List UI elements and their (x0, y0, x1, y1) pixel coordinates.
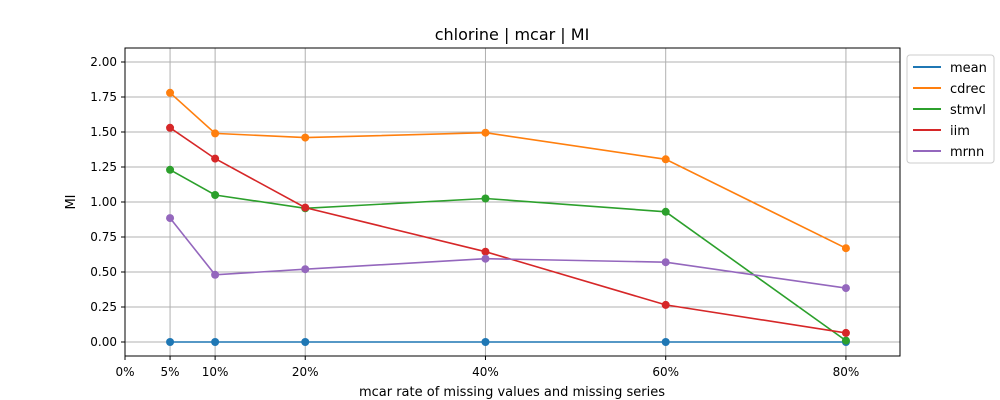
x-tick-label: 0% (115, 365, 134, 379)
data-point-cdrec (166, 88, 175, 97)
series-lines (166, 88, 850, 346)
data-point-mean (661, 338, 670, 346)
data-point-stmvl (841, 336, 850, 345)
data-point-iim (481, 247, 490, 256)
y-tick-label: 0.50 (90, 265, 117, 279)
x-tick-label: 60% (652, 365, 679, 379)
data-point-stmvl (481, 194, 490, 203)
data-point-cdrec (301, 133, 310, 142)
x-tick-label: 40% (472, 365, 499, 379)
y-tick-label: 1.75 (90, 90, 117, 104)
grid-lines (124, 48, 900, 356)
data-point-stmvl (166, 165, 175, 174)
data-point-mrnn (166, 214, 175, 223)
y-tick-label: 0.00 (90, 335, 117, 349)
y-tick-label: 1.50 (90, 125, 117, 139)
x-axis-ticks: 0% 5% 10% 20% 40% 60% 80% (115, 356, 859, 379)
x-axis-title: mcar rate of missing values and missing … (359, 385, 665, 400)
data-point-iim (166, 123, 175, 132)
data-point-iim (301, 203, 310, 212)
legend-label-stmvl: stmvl (950, 103, 986, 118)
series-mean (166, 338, 850, 346)
data-point-iim (211, 154, 220, 163)
legend-box (906, 54, 995, 164)
chart-title: chlorine | mcar | MI (435, 25, 590, 44)
legend-label-mrnn: mrnn (950, 145, 984, 160)
x-tick-label: 20% (292, 365, 319, 379)
y-tick-label: 0.25 (90, 300, 117, 314)
data-point-mrnn (211, 270, 220, 279)
data-point-mrnn (661, 258, 670, 267)
data-point-iim (661, 300, 670, 309)
data-point-mean (166, 338, 175, 346)
legend: mean cdrec stmvl iim mrnn (906, 54, 995, 164)
data-point-mean (211, 338, 220, 346)
series-iim (166, 123, 850, 337)
x-tick-label: 10% (202, 365, 229, 379)
data-point-mean (481, 338, 490, 346)
y-axis-ticks: 0.00 0.25 0.50 0.75 1.00 1.25 1.50 1.75 2.00 (90, 55, 125, 349)
y-axis-title: MI (64, 194, 79, 209)
series-mrnn (166, 214, 850, 293)
y-tick-label: 1.25 (90, 160, 117, 174)
x-tick-label: 80% (833, 365, 860, 379)
series-line-mrnn (169, 217, 847, 289)
data-point-cdrec (661, 155, 670, 164)
legend-label-iim: iim (950, 124, 970, 139)
data-point-stmvl (211, 191, 220, 199)
series-line-stmvl (169, 169, 847, 342)
series-stmvl (166, 165, 850, 345)
data-point-mean (301, 338, 310, 346)
data-point-mrnn (481, 254, 490, 263)
series-cdrec (166, 88, 850, 253)
series-line-cdrec (169, 92, 847, 249)
data-point-stmvl (661, 207, 670, 216)
legend-label-cdrec: cdrec (950, 82, 986, 97)
data-point-iim (841, 328, 850, 337)
y-tick-label: 1.00 (90, 195, 117, 209)
y-tick-label: 0.75 (90, 230, 117, 244)
data-point-cdrec (481, 128, 490, 137)
data-point-cdrec (841, 244, 850, 253)
data-point-mrnn (841, 284, 850, 293)
y-tick-label: 2.00 (90, 55, 117, 69)
series-line-iim (169, 127, 847, 334)
legend-label-mean: mean (950, 61, 987, 76)
data-point-mrnn (301, 265, 310, 274)
data-point-cdrec (211, 129, 220, 138)
x-tick-label: 5% (161, 365, 180, 379)
